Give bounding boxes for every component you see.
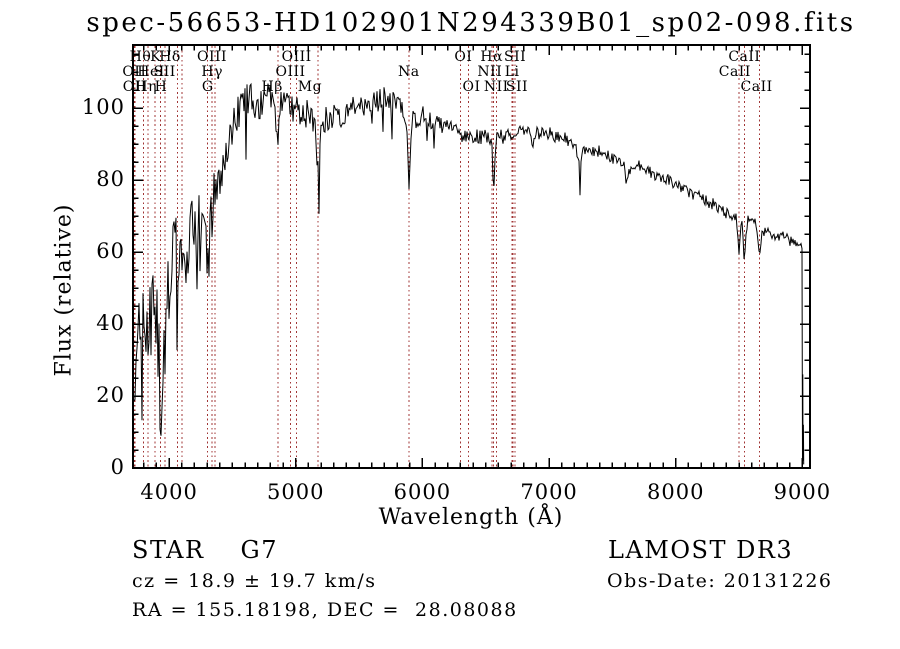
y-tick-label: 100 [81,95,125,119]
y-tick-label: 80 [96,167,125,191]
object-subclass-label: G7 [240,536,278,564]
object-type-label: STAR [132,536,205,564]
spectral-line-label: OIII [197,49,228,65]
y-tick-label: 60 [96,239,125,263]
spectral-line-label: CaII [728,49,761,65]
spectral-line-label: OII [122,79,147,95]
y-axis-title: Flux (relative) [51,203,77,377]
y-tick-label: 40 [96,311,125,335]
spectral-line-label: Hα [480,49,504,65]
spectral-line-label: NII [477,64,503,80]
spectral-line-label: SII [153,64,176,80]
plot-title: spec-56653-HD102901N294339B01_sp02-098.f… [86,8,856,38]
spectrum-trace [133,82,805,465]
y-tick-label: 20 [96,383,125,407]
spectral-line-label: CaII [718,64,751,80]
spectral-line-label: Hβ [261,79,283,95]
spectral-line-label: Hθ [129,49,152,65]
x-tick-label: 7000 [520,480,578,504]
classification-line: STAR G7 [132,536,278,564]
obs-date-line: Obs-Date: 20131226 [607,570,833,592]
ra-dec-line: RA = 155.18198, DEC = 28.08088 [132,599,518,621]
spectral-line-label: G [201,79,214,95]
survey-label: LAMOST DR3 [608,536,794,564]
spectral-line-label: Hδ [159,49,181,65]
spectral-line-label: OIII [275,64,306,80]
x-tick-label: 4000 [140,480,198,504]
spectral-line-label: NII [483,79,509,95]
x-tick-label: 6000 [393,480,452,504]
spectral-line-label: Mg [297,79,323,95]
spectral-line-label: Na [398,64,420,80]
spectral-line-label: Hη [135,79,157,95]
x-axis-title: Wavelength (Å) [378,505,564,530]
x-tick-label: 8000 [647,480,705,504]
x-tick-label: 5000 [267,480,325,504]
spectral-line-label: K [150,49,162,65]
spectral-line-label: Hγ [201,64,223,80]
spectral-line-label: Li [504,64,520,80]
spectral-line-label: SII [504,49,527,65]
spectral-line-label: OI [462,79,481,95]
spectral-line-label: SII [505,79,529,95]
spectral-line-label: OI [454,49,473,65]
spectral-line-label: H [154,79,168,95]
y-tick-label: 0 [110,455,125,479]
spectral-line-label: OII [122,64,147,80]
spectral-line-label: OIII [281,49,312,65]
spectral-line-label: CaII [740,79,773,95]
cz-velocity-line: cz = 18.9 ± 19.7 km/s [132,570,377,592]
spectral-line-label: HeI [137,64,165,80]
x-tick-label: 9000 [773,480,832,504]
